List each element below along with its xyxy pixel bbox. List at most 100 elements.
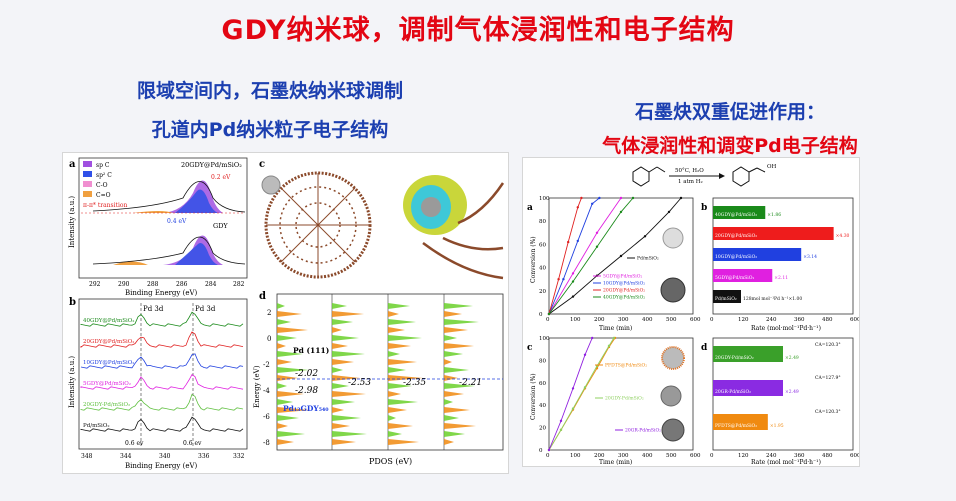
svg-text:0: 0: [267, 335, 271, 343]
pdos-band: [388, 311, 399, 317]
xps-label: 10GDY@Pd/mSiO₂: [83, 359, 134, 366]
left-figure-svg: a sp C sp² C C-O C=O π-π* transition 20G…: [68, 157, 505, 470]
pdos-band: [444, 415, 459, 421]
pdos-band: [277, 303, 285, 309]
pd-peak1: Pd 3d: [143, 305, 164, 313]
bar: [713, 206, 766, 219]
pdos-band: [444, 335, 457, 341]
svg-text:284: 284: [205, 281, 217, 288]
pdos-band: [277, 327, 308, 333]
series-point: [595, 231, 599, 234]
svg-text:348: 348: [81, 453, 93, 460]
right-figure-svg: 50°C, H₂O 1 atm H₂ OH a 0 100 200 300 400 500…: [527, 164, 861, 466]
pdos-band: [444, 399, 453, 405]
pdos-band: [444, 423, 476, 429]
series-point: [571, 407, 575, 410]
pdos-band: [444, 319, 479, 325]
panel-rc-letter: c: [527, 343, 533, 353]
pdos-band: [332, 415, 361, 421]
x-tick: 600: [690, 317, 701, 323]
series-point: [547, 448, 551, 452]
pdos-band: [332, 367, 343, 373]
legend-text: 20GDY-Pd/mSiO₂: [605, 396, 644, 402]
pdos-band: [444, 343, 474, 349]
page-title: GDY纳米球，调制气体浸润性和电子结构: [221, 15, 735, 46]
pdos-band: [332, 359, 354, 365]
pdos-band: [277, 439, 294, 445]
bar-ratio: ×1.95: [770, 423, 784, 429]
x-tick: 500: [666, 453, 677, 459]
legend-text: 20GR-Pd/mSiO₂: [625, 428, 661, 434]
series-line: [548, 197, 600, 315]
svg-text:-8: -8: [263, 439, 270, 447]
svg-text:2: 2: [267, 309, 271, 317]
series-point: [557, 278, 560, 281]
series-point: [591, 336, 594, 340]
pdos-band: [332, 399, 355, 405]
svg-text:-4: -4: [263, 387, 270, 395]
bar-label: 20GDY@Pd/mSiO₂: [715, 232, 757, 239]
legend-pi: π-π* transition: [83, 202, 127, 209]
pdos-band: [444, 311, 462, 317]
pdos-band: [444, 351, 463, 357]
left-heading-line1: 限域空间内，石墨炔纳米球调制: [136, 80, 403, 102]
pd-peak2: Pd 3d: [195, 305, 216, 313]
x-tick: 400: [642, 317, 653, 323]
svg-text:286: 286: [176, 281, 188, 288]
legend-text: 10GDY@Pd/mSiO₂: [603, 280, 645, 287]
x-tick: 300: [618, 317, 629, 323]
series-point: [583, 386, 587, 389]
x-tick: 360: [794, 317, 805, 323]
x-tick: 240: [766, 317, 777, 323]
product-oh: OH: [767, 164, 777, 170]
xps-curve: [80, 331, 244, 349]
shift-02: 0.2 eV: [211, 174, 231, 181]
legend-text: 20GDY@Pd/mSiO₂: [603, 287, 645, 294]
series-point: [619, 254, 623, 258]
xps-curve: [80, 311, 244, 327]
left-figure: a sp C sp² C C-O C=O π-π* transition 20G…: [62, 152, 509, 474]
legend-text: 5GDY@Pd/mSiO₂: [603, 273, 642, 280]
pdos-band: [388, 359, 417, 365]
bar: [713, 414, 768, 430]
bar-label: PFDTS@Pd/mSiO₂: [715, 422, 757, 429]
panel-rb-letter: b: [701, 203, 707, 213]
panel-a-legend: sp C sp² C C-O C=O π-π* transition: [83, 161, 127, 209]
pdos-band: [388, 407, 407, 413]
svg-text:344: 344: [120, 453, 132, 460]
xps-curve: [80, 373, 244, 390]
shift-b2: 0.6 ev: [183, 440, 202, 447]
pdos-band: [444, 359, 452, 365]
x-tick: 0: [546, 317, 550, 323]
x-tick: 0: [710, 453, 714, 459]
label-gdy: GDY: [213, 222, 228, 230]
right-heading-line1: 石墨炔双重促进作用：: [634, 101, 825, 123]
series-point: [612, 336, 615, 340]
cond-bottom: 1 atm H₂: [678, 179, 703, 185]
series-point: [567, 240, 570, 244]
series-line: [548, 197, 582, 315]
bar-label: 5GDY@Pd/mSiO₂: [715, 274, 754, 281]
pdos-band: [332, 431, 367, 437]
series-point: [580, 196, 583, 200]
x-tick: 200: [594, 317, 605, 323]
y-tick: 40: [539, 266, 546, 272]
panel-b: b Pd 3d Pd 3d 40GDY@Pd/mSiO₂ 20GDY@Pd/mSi…: [68, 297, 248, 470]
center-2: -2.98: [295, 386, 318, 396]
y-tick: 0: [539, 448, 543, 454]
panel-ra-ylabel: Conversion (%): [530, 236, 537, 283]
series-point: [559, 428, 563, 432]
svg-text:282: 282: [233, 281, 245, 288]
panel-ra-xlabel: Time (min): [599, 325, 632, 332]
x-tick: 100: [570, 317, 581, 323]
bar-ratio: ×2.49: [785, 389, 799, 395]
pdos-band: [444, 391, 464, 397]
pdos-band: [388, 399, 418, 405]
x-tick: 0: [546, 453, 550, 459]
panel-rb-xlabel: Rate (mol·mol⁻¹Pd·h⁻¹): [751, 325, 821, 332]
xps-label: Pd/mSiO₂: [83, 423, 110, 429]
pdos-band: [332, 327, 342, 333]
bar-ratio: ×4.30: [836, 233, 850, 239]
pdos-band: [332, 319, 353, 325]
svg-text:292: 292: [89, 281, 101, 288]
